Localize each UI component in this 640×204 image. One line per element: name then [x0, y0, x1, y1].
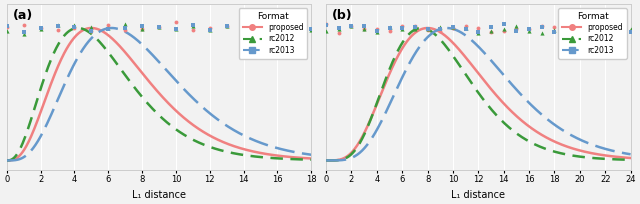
- Legend: proposed, rc2012, rc2013: proposed, rc2012, rc2013: [239, 8, 307, 59]
- X-axis label: L₁ distance: L₁ distance: [451, 190, 506, 200]
- Legend: proposed, rc2012, rc2013: proposed, rc2012, rc2013: [558, 8, 627, 59]
- X-axis label: L₁ distance: L₁ distance: [132, 190, 186, 200]
- Text: (a): (a): [13, 9, 33, 22]
- Text: (b): (b): [332, 9, 353, 22]
